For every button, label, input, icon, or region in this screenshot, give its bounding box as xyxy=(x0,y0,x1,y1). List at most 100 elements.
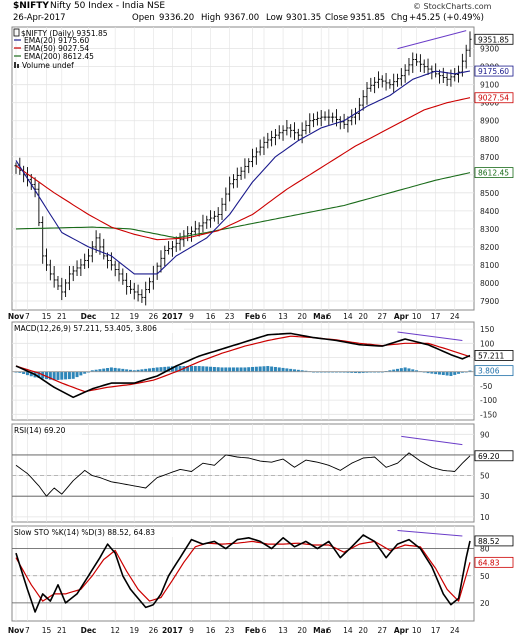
macd-tick-label: 150 xyxy=(480,325,495,334)
low-value: 9301.35 xyxy=(286,13,321,23)
high-label: High xyxy=(201,13,221,23)
x-axis-label: Mar xyxy=(313,626,330,635)
macd-tag-box xyxy=(474,365,514,377)
macd-histogram-bar xyxy=(441,371,445,376)
macd-histogram-bar xyxy=(29,371,33,377)
x-axis-label: 2017 xyxy=(162,626,183,635)
macd-histogram-bar xyxy=(220,367,224,372)
ema20-line xyxy=(15,70,471,275)
x-axis-label: 19 xyxy=(129,312,139,321)
price-tick-label: 8800 xyxy=(480,135,499,144)
price-bar xyxy=(250,148,255,168)
price-tick-label: 9300 xyxy=(480,45,499,54)
price-bar xyxy=(243,158,247,179)
macd-tag-label: 3.806 xyxy=(478,367,500,376)
price-tick-label: 8400 xyxy=(480,207,499,216)
macd-divergence-line xyxy=(397,331,463,341)
rsi-title: RSI(14) 69.20 xyxy=(14,426,66,435)
x-axis-label: 20 xyxy=(297,626,307,635)
rsi-tick-label: 50 xyxy=(480,472,490,481)
high-value: 9367.00 xyxy=(224,13,259,23)
macd-histogram-bar xyxy=(262,366,266,372)
macd-histogram-bar xyxy=(60,371,64,380)
price-bar xyxy=(468,31,472,57)
macd-histogram-bar xyxy=(186,366,190,372)
price-tick-label: 9000 xyxy=(480,99,499,108)
open-label: Open xyxy=(132,13,155,23)
x-axis-label: Feb xyxy=(245,312,261,321)
price-bar xyxy=(380,75,384,88)
price-bar xyxy=(220,197,224,220)
rsi-tick-label: 30 xyxy=(480,492,490,501)
x-axis-label: 17 xyxy=(431,312,441,321)
macd-histogram-bar xyxy=(403,367,407,372)
macd-histogram-bar xyxy=(293,369,297,372)
price-bar xyxy=(83,253,87,269)
price-bar xyxy=(373,77,377,94)
macd-histogram-bar xyxy=(205,366,209,372)
macd-histogram-bar xyxy=(392,369,396,372)
x-axis-label: 6 xyxy=(262,626,267,635)
price-bar xyxy=(170,240,175,257)
price-bar xyxy=(163,245,167,266)
x-axis-label: 9 xyxy=(189,312,194,321)
rsi-tag-box xyxy=(474,450,514,462)
macd-histogram-bar xyxy=(273,366,277,372)
x-axis-label: 17 xyxy=(431,626,441,635)
price-bar xyxy=(228,176,232,202)
sto-tag-box xyxy=(474,535,514,547)
macd-histogram-bar xyxy=(411,369,415,372)
macd-histogram-bar xyxy=(125,369,129,372)
macd-histogram-bar xyxy=(453,371,457,375)
price-bar xyxy=(258,139,262,156)
macd-histogram-bar xyxy=(468,370,472,372)
macd-tick-label: 100 xyxy=(480,339,495,348)
macd-histogram-bar xyxy=(113,367,117,372)
price-bar xyxy=(414,53,419,66)
price-bar xyxy=(159,250,163,273)
price-bar xyxy=(346,116,350,133)
price-bar xyxy=(71,265,75,282)
price-bar xyxy=(48,259,52,281)
x-axis-label: 20 xyxy=(297,312,307,321)
macd-histogram-bar xyxy=(197,366,201,372)
x-axis-label: 20 xyxy=(358,626,368,635)
price-tag-label: 8612.45 xyxy=(478,169,509,178)
macd-histogram-bar xyxy=(365,371,369,373)
price-bar xyxy=(300,122,304,144)
macd-histogram-bar xyxy=(296,369,300,372)
x-axis-label: 23 xyxy=(225,312,235,321)
price-tick-label: 8300 xyxy=(480,225,499,234)
price-bar xyxy=(144,281,148,306)
price-tag-box xyxy=(474,33,514,45)
x-axis-label: Dec xyxy=(81,312,97,321)
close-label: Close xyxy=(325,13,348,23)
x-axis-label: Mar xyxy=(313,312,330,321)
price-bar xyxy=(342,113,346,129)
macd-histogram-bar xyxy=(79,371,83,376)
macd-histogram-bar xyxy=(83,371,87,374)
price-tick-label: 8200 xyxy=(480,243,499,252)
macd-histogram-bar xyxy=(216,367,220,372)
rsi-line xyxy=(15,452,471,497)
price-bar xyxy=(331,112,335,123)
x-axis-label: 10 xyxy=(412,312,422,321)
macd-histogram-bar xyxy=(71,371,75,379)
macd-histogram-bar xyxy=(426,371,430,374)
macd-histogram-bar xyxy=(109,367,113,372)
price-bar xyxy=(270,130,274,147)
macd-histogram-bar xyxy=(437,371,441,375)
price-bar xyxy=(281,125,285,141)
macd-histogram-bar xyxy=(235,367,239,372)
price-bar xyxy=(289,124,293,138)
price-tag-label: 9027.54 xyxy=(478,94,509,103)
sto-value-tags: 88.52 64.83 xyxy=(474,535,514,568)
sto-panel: 80 50 20 88.52 64.83 Slow STO %K(14) %D(3) … xyxy=(11,525,514,622)
price-bar xyxy=(60,277,64,301)
macd-histogram-bar xyxy=(350,371,354,373)
macd-histogram-bar xyxy=(144,368,148,372)
price-bar xyxy=(292,122,297,140)
macd-histogram-bar xyxy=(25,371,29,376)
macd-histogram-bar xyxy=(106,368,110,372)
